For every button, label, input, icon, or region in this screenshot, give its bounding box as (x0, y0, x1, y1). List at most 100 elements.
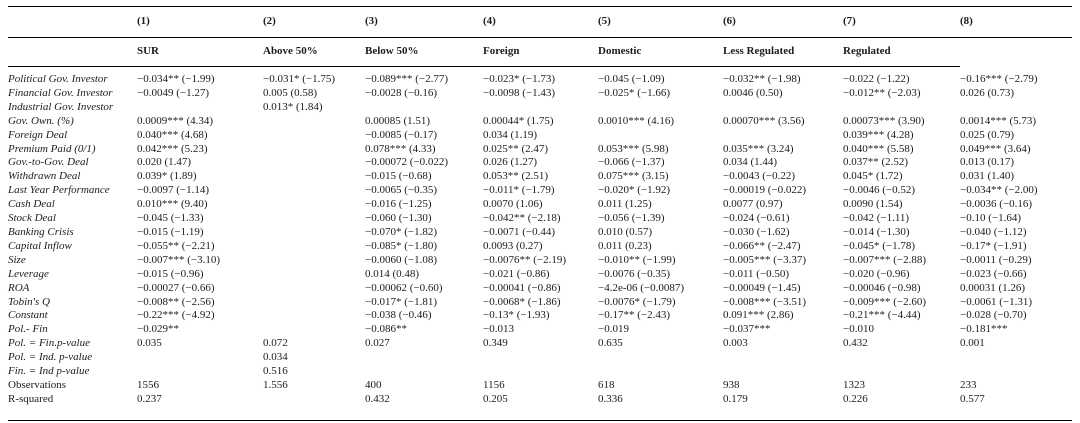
table-cell (483, 365, 598, 379)
table-cell: 0.026 (1.27) (483, 156, 538, 169)
column-name: Regulated (843, 37, 960, 67)
table-cell: 0.053*** (5.98) (598, 142, 669, 155)
table-row: Last Year Performance −0.0097 (−1.14) −0.0… (8, 184, 1072, 198)
table-cell: −0.040 (−1.12) (960, 225, 1027, 238)
table-cell: −0.023* (−1.73) (483, 73, 555, 85)
table-cell: −0.0028 (−0.16) (365, 86, 437, 99)
table-cell (137, 101, 263, 115)
table-cell: 938 (723, 378, 740, 391)
table-cell: −0.00062 (−0.60) (365, 281, 443, 294)
column-name-row: SUR Above 50% Below 50% Foreign Domestic Less… (8, 37, 1072, 67)
table-cell: −0.045 (−1.09) (598, 73, 665, 85)
table-cell (960, 365, 1072, 379)
table-cell: −0.011 (−0.50) (723, 267, 790, 280)
row-label: Last Year Performance (8, 184, 110, 197)
table-cell: −0.016 (−1.25) (365, 198, 432, 211)
column-number: (3) (365, 6, 483, 38)
table-cell: −0.024 (−0.61) (723, 212, 790, 225)
table-cell: 0.034 (1.19) (483, 128, 538, 141)
table-cell: −0.031* (−1.75) (263, 73, 335, 85)
table-row: R-squared 0.237 0.432 0.205 0.336 0.179 0.226 0… (8, 393, 1072, 420)
table-cell: 1323 (843, 378, 865, 391)
table-cell (365, 365, 483, 379)
column-number: (1) (137, 6, 263, 38)
table-row: Capital Inflow −0.055** (−2.21) −0.085* (−… (8, 240, 1072, 254)
table-cell: 0.336 (598, 392, 623, 405)
table-cell: −0.0085 (−0.17) (365, 128, 437, 141)
table-cell: 0.432 (365, 392, 390, 405)
row-label: Constant (8, 309, 48, 322)
table-row: Observations 1556 1.556 400 1156 618 938 1323 23… (8, 379, 1072, 393)
table-cell: 0.026 (0.73) (960, 86, 1015, 99)
table-cell: −0.009*** (−2.60) (843, 295, 926, 308)
column-name: Foreign (483, 37, 598, 67)
table-cell (598, 101, 723, 115)
table-cell (263, 129, 365, 143)
table-cell: −0.025* (−1.66) (598, 86, 670, 99)
column-number: (5) (598, 6, 723, 38)
table-cell: 0.025 (0.79) (960, 128, 1015, 141)
table-cell: 0.00044* (1.75) (483, 114, 554, 127)
table-cell: 0.034 (1.44) (723, 156, 778, 169)
table-cell: −0.086** (365, 323, 407, 336)
table-cell: 0.0070 (1.06) (483, 198, 543, 211)
table-cell: 0.034 (263, 351, 288, 364)
table-cell (263, 115, 365, 129)
table-cell: 0.0046 (0.50) (723, 86, 783, 99)
table-row: Cash Deal 0.010*** (9.40) −0.016 (−1.25) 0.… (8, 198, 1072, 212)
table-cell: −0.22*** (−4.92) (137, 309, 215, 322)
table-cell (137, 365, 263, 379)
table-cell: 0.00073*** (3.90) (843, 114, 925, 127)
table-cell: 0.0009*** (4.34) (137, 114, 214, 127)
table-cell: −0.085* (−1.80) (365, 239, 437, 252)
table-cell: 0.040*** (4.68) (137, 128, 208, 141)
table-cell: −0.030 (−1.62) (723, 225, 790, 238)
table-cell: −0.0043 (−0.22) (723, 170, 795, 183)
table-cell: 0.00085 (1.51) (365, 114, 431, 127)
table-cell (263, 323, 365, 337)
table-cell (263, 268, 365, 282)
corner-cell (8, 37, 137, 67)
table-cell: −0.0036 (−0.16) (960, 198, 1032, 211)
table-cell: −0.045 (−1.33) (137, 212, 204, 225)
table-cell: 0.045* (1.72) (843, 170, 903, 183)
column-name: Domestic (598, 37, 723, 67)
row-label: Premium Paid (0/1) (8, 142, 96, 155)
table-cell (598, 129, 723, 143)
table-cell (365, 101, 483, 115)
table-row: ROA −0.00027 (−0.66) −0.00062 (−0.60) −0.00… (8, 282, 1072, 296)
table-cell: 0.577 (960, 392, 985, 405)
table-cell: 0.011 (0.23) (598, 239, 652, 252)
column-name: Less Regulated (723, 37, 843, 67)
table-row: Stock Deal −0.045 (−1.33) −0.060 (−1.30) −0… (8, 212, 1072, 226)
table-cell: 0.635 (598, 337, 623, 350)
table-cell (843, 351, 960, 365)
table-cell: −0.181*** (960, 323, 1008, 336)
row-label: Tobin's Q (8, 295, 50, 308)
table-cell: −0.015 (−0.68) (365, 170, 432, 183)
table-cell (723, 129, 843, 143)
table-cell: 0.179 (723, 392, 748, 405)
table-cell: 0.010*** (9.40) (137, 198, 208, 211)
table-cell: 0.037** (2.52) (843, 156, 909, 169)
table-cell: 0.072 (263, 337, 288, 350)
table-cell: −0.007*** (−3.10) (137, 253, 220, 266)
table-cell: −0.014 (−1.30) (843, 225, 910, 238)
table-cell: 0.091*** (2.86) (723, 309, 794, 322)
table-cell: 0.014 (0.48) (365, 267, 420, 280)
table-body: Political Gov. Investor −0.034** (−1.99) −… (8, 67, 1072, 421)
table-cell: −0.0098 (−1.43) (483, 86, 555, 99)
table-cell (263, 309, 365, 323)
table-cell (263, 170, 365, 184)
table-cell: 0.075*** (3.15) (598, 170, 669, 183)
table-cell: 618 (598, 378, 615, 391)
table-cell (723, 101, 843, 115)
table-cell (263, 240, 365, 254)
row-label: Stock Deal (8, 212, 56, 225)
table-cell: −0.00049 (−1.45) (723, 281, 801, 294)
table-cell: −0.17** (−2.43) (598, 309, 670, 322)
table-row: Political Gov. Investor −0.034** (−1.99) −… (8, 67, 1072, 87)
table-cell: 0.005 (0.58) (263, 86, 318, 99)
table-cell: −0.045* (−1.78) (843, 239, 915, 252)
